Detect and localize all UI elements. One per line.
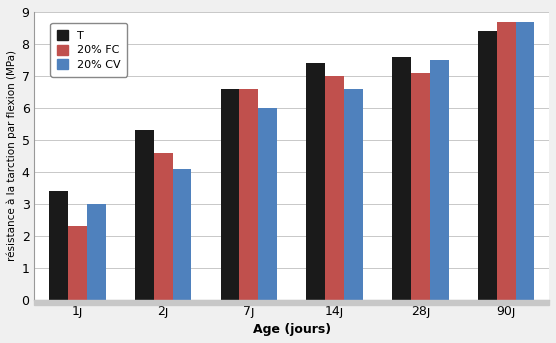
Bar	[478, 31, 497, 300]
Bar	[172, 168, 191, 300]
Bar	[221, 88, 240, 300]
Bar	[68, 226, 87, 300]
Legend: T, 20% FC, 20% CV: T, 20% FC, 20% CV	[51, 23, 127, 77]
Bar	[411, 73, 430, 300]
Bar	[87, 204, 106, 300]
Bar	[49, 191, 68, 300]
Bar	[344, 88, 363, 300]
Bar	[259, 108, 277, 300]
Bar	[153, 153, 172, 300]
Bar	[34, 300, 549, 305]
Bar	[240, 88, 259, 300]
Bar	[430, 60, 449, 300]
Bar	[135, 130, 153, 300]
Bar	[392, 57, 411, 300]
Bar	[497, 22, 515, 300]
Y-axis label: résistance à la tarction par flexion (MPa): résistance à la tarction par flexion (MP…	[7, 50, 17, 261]
Bar	[306, 63, 325, 300]
Bar	[325, 76, 344, 300]
Bar	[515, 22, 534, 300]
X-axis label: Age (jours): Age (jours)	[252, 323, 331, 336]
